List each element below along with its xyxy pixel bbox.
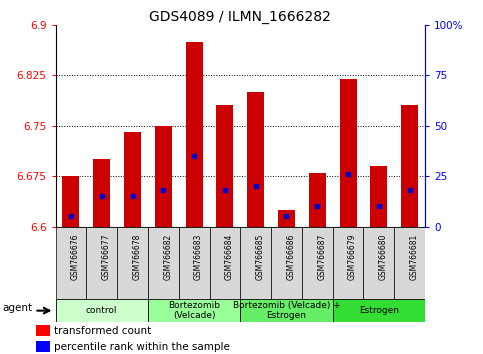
Bar <box>148 299 241 322</box>
Bar <box>394 227 425 299</box>
Text: GSM766678: GSM766678 <box>132 234 142 280</box>
Text: GSM766677: GSM766677 <box>102 234 111 280</box>
Text: Bortezomib (Velcade) +
Estrogen: Bortezomib (Velcade) + Estrogen <box>233 301 341 320</box>
Bar <box>247 92 264 227</box>
Bar <box>302 227 333 299</box>
Text: GSM766684: GSM766684 <box>225 234 234 280</box>
Bar <box>333 227 364 299</box>
Bar <box>370 166 387 227</box>
Bar <box>240 299 333 322</box>
Bar <box>56 227 86 299</box>
Text: Bortezomib
(Velcade): Bortezomib (Velcade) <box>168 301 220 320</box>
Bar <box>124 132 141 227</box>
Text: agent: agent <box>3 303 33 313</box>
Bar <box>93 159 110 227</box>
Bar <box>155 126 172 227</box>
Text: percentile rank within the sample: percentile rank within the sample <box>55 342 230 352</box>
Bar <box>271 227 302 299</box>
Bar <box>56 299 148 322</box>
Bar <box>309 173 326 227</box>
Text: GSM766687: GSM766687 <box>317 234 327 280</box>
Text: GSM766682: GSM766682 <box>163 234 172 280</box>
Text: GSM766683: GSM766683 <box>194 234 203 280</box>
Bar <box>117 227 148 299</box>
Bar <box>333 299 425 322</box>
Bar <box>148 227 179 299</box>
Bar <box>210 227 240 299</box>
Bar <box>185 42 202 227</box>
Text: GSM766676: GSM766676 <box>71 234 80 280</box>
Text: GSM766680: GSM766680 <box>379 234 388 280</box>
Text: transformed count: transformed count <box>55 326 152 336</box>
Title: GDS4089 / ILMN_1666282: GDS4089 / ILMN_1666282 <box>149 10 331 24</box>
Text: control: control <box>86 306 117 315</box>
Bar <box>86 227 117 299</box>
Bar <box>240 227 271 299</box>
Bar <box>36 325 50 336</box>
Bar <box>401 105 418 227</box>
Bar <box>36 341 50 353</box>
Text: GSM766681: GSM766681 <box>410 234 419 280</box>
Bar <box>278 210 295 227</box>
Text: Estrogen: Estrogen <box>359 306 399 315</box>
Text: GSM766686: GSM766686 <box>286 234 296 280</box>
Text: GSM766679: GSM766679 <box>348 234 357 280</box>
Bar <box>364 227 394 299</box>
Text: GSM766685: GSM766685 <box>256 234 265 280</box>
Bar <box>179 227 210 299</box>
Bar <box>216 105 233 227</box>
Bar <box>340 79 356 227</box>
Bar <box>62 176 79 227</box>
